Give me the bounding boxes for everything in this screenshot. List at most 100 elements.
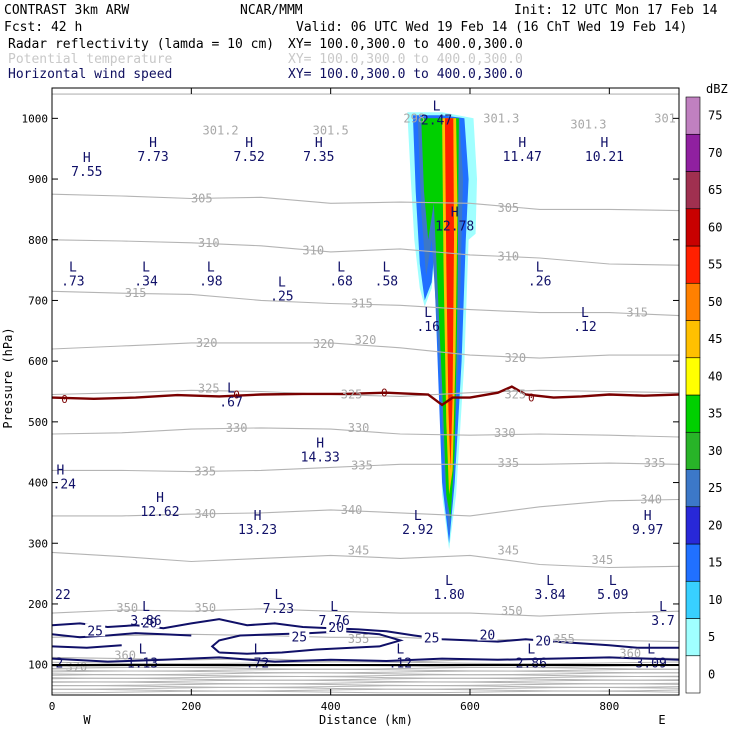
wind-contour-20 bbox=[52, 644, 122, 649]
upper-theta-line bbox=[52, 679, 679, 683]
upper-theta-line bbox=[52, 668, 679, 672]
extremum-type-label: H bbox=[156, 491, 164, 506]
extremum-type-label: H bbox=[601, 136, 609, 151]
reflectivity-layer bbox=[407, 112, 477, 550]
colorbar-swatch bbox=[685, 133, 701, 172]
theta-label: 370 bbox=[66, 660, 88, 674]
theta-label: 320 bbox=[355, 333, 377, 347]
extremum-value-label: 3.86 bbox=[130, 614, 161, 629]
extremum-value-label: 1.80 bbox=[433, 588, 464, 603]
freezing-level-line bbox=[52, 385, 679, 407]
extremum-value-label: .68 bbox=[329, 274, 352, 289]
wind-label-bg bbox=[326, 620, 347, 634]
theta-label: 315 bbox=[351, 296, 373, 310]
theta-label: 350 bbox=[116, 601, 138, 615]
extremum-type-label: L bbox=[414, 509, 422, 524]
theta-label: 345 bbox=[497, 544, 519, 558]
colorbar-unit: dBZ bbox=[706, 82, 728, 96]
y-axis-label: Pressure (hPa) bbox=[1, 327, 15, 428]
theta-label: 310 bbox=[497, 250, 519, 264]
upper-theta-line bbox=[52, 677, 679, 681]
theta-label: 335 bbox=[351, 459, 373, 473]
extremum-type-label: L bbox=[142, 260, 150, 275]
y-tick-label: 300 bbox=[28, 537, 48, 550]
theta-contour-325 bbox=[52, 389, 679, 397]
theta-label: 301.3 bbox=[570, 117, 606, 131]
extremum-type-label: L bbox=[69, 260, 77, 275]
colorbar-swatch bbox=[685, 431, 701, 470]
colorbar: dBZ 0 5 10 15 20 25 30 35 40 45 50 55 60 65 70 75 bbox=[685, 82, 728, 694]
y-tick-label: 200 bbox=[28, 598, 48, 611]
extremum-value-label: .67 bbox=[219, 396, 242, 411]
field-1-name: Radar reflectivity (lamda = 10 cm) bbox=[8, 37, 274, 52]
colorbar-level-label: 25 bbox=[708, 481, 722, 495]
colorbar-level-label: 5 bbox=[708, 630, 715, 644]
y-tick-label: 600 bbox=[28, 355, 48, 368]
theta-label: 350 bbox=[501, 604, 523, 618]
extremum-type-label: L bbox=[445, 574, 453, 589]
extremum-value-label: 10.21 bbox=[585, 150, 624, 165]
theta-contour-310 bbox=[52, 239, 679, 266]
field-1-xy: XY= 100.0,300.0 to 400.0,300.0 bbox=[288, 37, 523, 52]
extremum-type-label: L bbox=[609, 574, 617, 589]
theta-label: 310 bbox=[198, 236, 220, 250]
theta-label: 325 bbox=[504, 388, 526, 402]
theta-label: 315 bbox=[125, 286, 147, 300]
contour-label-layer: 370 360 360 355 355 350 350 350 345 345 345 340 340 3… bbox=[61, 111, 676, 674]
extremum-type-label: H bbox=[315, 136, 323, 151]
extremum-type-label: H bbox=[245, 136, 253, 151]
field-3-xy: XY= 100.0,300.0 to 400.0,300.0 bbox=[288, 67, 523, 82]
theta-label: 350 bbox=[194, 601, 216, 615]
colorbar-level-label: 0 bbox=[708, 667, 715, 681]
colorbar-level-label: 15 bbox=[708, 556, 722, 570]
extremum-value-label: .98 bbox=[199, 274, 222, 289]
extremum-type-label: L bbox=[275, 588, 283, 603]
theta-label: 301 bbox=[654, 111, 676, 125]
extremum-value-label: .58 bbox=[375, 274, 398, 289]
extremum-value-label: 11.47 bbox=[503, 150, 542, 165]
x-tick-label: 600 bbox=[460, 700, 480, 713]
upper-theta-line bbox=[52, 685, 679, 688]
y-tick-label: 800 bbox=[28, 234, 48, 247]
colorbar-level-label: 40 bbox=[708, 369, 722, 383]
extremum-type-label: L bbox=[278, 275, 286, 290]
reflectivity-55dbz-region bbox=[444, 118, 454, 471]
theta-label: 301.5 bbox=[313, 123, 349, 137]
theta-label: 355 bbox=[348, 632, 370, 646]
extremum-value-label: 7.52 bbox=[234, 150, 265, 165]
colorbar-swatch bbox=[685, 357, 701, 396]
theta-label: 355 bbox=[553, 632, 575, 646]
colorbar-level-label: 50 bbox=[708, 295, 722, 309]
plot-area: 370 360 360 355 355 350 350 350 345 345 345 340 340 3… bbox=[52, 88, 679, 695]
colorbar-swatch bbox=[685, 208, 701, 247]
theta-label: 330 bbox=[494, 426, 516, 440]
theta-contour-345 bbox=[52, 551, 679, 569]
y-tick-label: 400 bbox=[28, 477, 48, 490]
extremum-type-label: L bbox=[433, 99, 441, 114]
wind-label: 20 bbox=[535, 635, 551, 650]
theta-label: 360 bbox=[114, 649, 136, 663]
field-2-xy: XY= 100.0,300.0 to 400.0,300.0 bbox=[288, 52, 523, 67]
freezing-level-layer bbox=[52, 385, 679, 407]
wind-label-bg bbox=[85, 623, 106, 637]
colorbar-level-label: 30 bbox=[708, 444, 722, 458]
colorbar-level-label: 75 bbox=[708, 109, 722, 123]
extremum-type-label: L bbox=[139, 643, 147, 658]
colorbar-level-label: 65 bbox=[708, 183, 722, 197]
wind-label-bg bbox=[421, 630, 442, 644]
model-title: CONTRAST 3km ARW bbox=[4, 3, 129, 18]
y-tick-label: 500 bbox=[28, 416, 48, 429]
theta-label: 298 bbox=[403, 111, 425, 125]
extremum-type-label: L bbox=[254, 643, 262, 658]
colorbar-swatch bbox=[685, 96, 701, 135]
extremum-type-label: L bbox=[337, 260, 345, 275]
field-2-name: Potential temperature bbox=[8, 52, 173, 67]
theta-label: 320 bbox=[504, 351, 526, 365]
colorbar-swatch bbox=[685, 245, 701, 284]
extremum-type-label: L bbox=[647, 643, 655, 658]
colorbar-level-label: 70 bbox=[708, 146, 722, 160]
extremum-value-label: 7.23 bbox=[263, 602, 294, 617]
x-tick-label: 400 bbox=[321, 700, 341, 713]
colorbar-level-label: 55 bbox=[708, 258, 722, 272]
